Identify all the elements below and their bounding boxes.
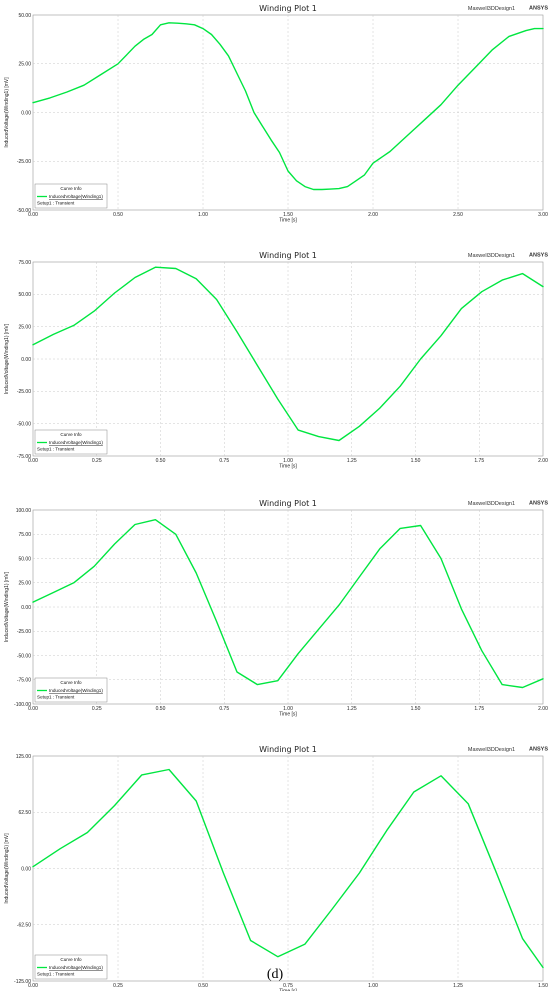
y-tick-label: 25.00 — [18, 324, 31, 330]
x-tick-label: 1.50 — [538, 983, 548, 989]
y-tick-label: -75.00 — [17, 454, 31, 460]
project-name: Maxwell3DDesign1 — [468, 253, 515, 259]
y-tick-label: -62.50 — [17, 923, 31, 929]
x-axis-label: Time [s] — [279, 218, 297, 224]
x-tick-label: 1.50 — [411, 458, 421, 464]
x-axis-label: Time [s] — [279, 464, 297, 470]
legend-title: Curve Info — [60, 680, 82, 685]
legend-entry-series: InducedVoltage(Winding1) — [49, 440, 103, 445]
x-tick-label: 1.50 — [283, 212, 293, 218]
y-tick-label: 75.00 — [18, 260, 31, 266]
x-tick-label: 1.00 — [368, 983, 378, 989]
x-tick-label: 1.25 — [347, 458, 357, 464]
y-tick-label: -125.00 — [14, 979, 31, 985]
y-tick-label: 25.00 — [18, 581, 31, 587]
x-tick-label: 0.75 — [219, 706, 229, 712]
y-axis-label: InducedVoltage(Winding1) [mV] — [4, 833, 10, 904]
y-tick-label: -50.00 — [17, 421, 31, 427]
x-tick-label: 0.25 — [113, 983, 123, 989]
x-tick-label: 1.25 — [347, 706, 357, 712]
y-tick-label: 75.00 — [18, 532, 31, 538]
y-tick-label: -50.00 — [17, 653, 31, 659]
series-line-1 — [32, 22, 544, 191]
y-tick-label: 62.50 — [18, 810, 31, 816]
y-tick-label: 0.00 — [21, 605, 31, 611]
chart-title: Winding Plot 1 — [259, 745, 317, 754]
x-axis-label: Time [s] — [279, 989, 297, 991]
panel-caption: (d) — [267, 967, 284, 982]
x-tick-label: 1.50 — [411, 706, 421, 712]
x-tick-label: 0.00 — [28, 983, 38, 989]
x-tick-label: 1.00 — [198, 212, 208, 218]
y-tick-label: 0.00 — [21, 110, 31, 116]
y-tick-label: 100.00 — [16, 508, 32, 514]
y-axis-label: InducedVoltage(Winding1) [mV] — [4, 571, 10, 642]
y-tick-label: 0.00 — [21, 866, 31, 872]
x-tick-label: 3.00 — [538, 212, 548, 218]
x-tick-label: 0.75 — [219, 458, 229, 464]
brand-logo-text: ANSYS — [529, 501, 548, 507]
y-tick-label: -75.00 — [17, 678, 31, 684]
y-tick-label: 0.00 — [21, 357, 31, 363]
x-tick-label: 2.00 — [538, 458, 548, 464]
x-axis-label: Time [s] — [279, 712, 297, 718]
chart-title: Winding Plot 1 — [259, 4, 317, 13]
series-line-1 — [32, 768, 544, 969]
legend-title: Curve Info — [60, 186, 82, 191]
y-tick-label: 50.00 — [18, 13, 31, 19]
series-line-1 — [32, 519, 544, 689]
legend-title: Curve Info — [60, 957, 82, 962]
x-tick-label: 0.50 — [156, 706, 166, 712]
x-tick-label: 1.25 — [453, 983, 463, 989]
y-tick-label: -25.00 — [17, 159, 31, 165]
project-name: Maxwell3DDesign1 — [468, 501, 515, 507]
x-tick-label: 1.00 — [283, 458, 293, 464]
x-tick-label: 0.50 — [113, 212, 123, 218]
x-tick-label: 2.00 — [368, 212, 378, 218]
y-tick-label: -100.00 — [14, 702, 31, 708]
y-tick-label: -25.00 — [17, 389, 31, 395]
x-tick-label: 0.00 — [28, 706, 38, 712]
y-tick-label: -50.00 — [17, 208, 31, 214]
chart-panel-2: Winding Plot 1 Maxwell3DDesign1 ANSYS 0.00 0… — [4, 251, 548, 470]
x-tick-label: 0.75 — [283, 983, 293, 989]
x-tick-label: 0.00 — [28, 212, 38, 218]
y-tick-label: -25.00 — [17, 629, 31, 635]
brand-logo-text: ANSYS — [529, 253, 548, 259]
legend-entry-setup: Setup1 : Transient — [37, 972, 75, 977]
brand-logo-text: ANSYS — [529, 747, 548, 753]
legend-entry-setup: Setup1 : Transient — [37, 695, 75, 700]
x-tick-label: 2.50 — [453, 212, 463, 218]
x-tick-label: 1.75 — [474, 458, 484, 464]
x-tick-label: 2.00 — [538, 706, 548, 712]
chart-title: Winding Plot 1 — [259, 499, 317, 508]
x-tick-label: 0.25 — [92, 706, 102, 712]
legend-entry-setup: Setup1 : Transient — [37, 447, 75, 452]
chart-panel-3: Winding Plot 1 Maxwell3DDesign1 ANSYS 0.00 0… — [4, 499, 548, 718]
legend-entry-setup: Setup1 : Transient — [37, 201, 75, 206]
chart-panel-1: Winding Plot 1 Maxwell3DDesign1 ANSYS 0.00 0… — [4, 4, 548, 224]
x-tick-label: 0.50 — [198, 983, 208, 989]
y-tick-label: 125.00 — [16, 754, 32, 760]
project-name: Maxwell3DDesign1 — [468, 6, 515, 12]
x-tick-label: 1.75 — [474, 706, 484, 712]
y-axis-label: InducedVoltage(Winding1) [mV] — [4, 77, 10, 148]
y-axis-label: InducedVoltage(Winding1) [mV] — [4, 323, 10, 394]
legend-entry-series: InducedVoltage(Winding1) — [49, 194, 103, 199]
y-tick-label: 50.00 — [18, 292, 31, 298]
series-line-1 — [32, 266, 544, 442]
chart-title: Winding Plot 1 — [259, 251, 317, 260]
legend-title: Curve Info — [60, 432, 82, 437]
x-tick-label: 0.00 — [28, 458, 38, 464]
x-tick-label: 0.25 — [92, 458, 102, 464]
x-tick-label: 0.50 — [156, 458, 166, 464]
legend-entry-series: InducedVoltage(Winding1) — [49, 688, 103, 693]
y-tick-label: 50.00 — [18, 556, 31, 562]
x-tick-label: 1.00 — [283, 706, 293, 712]
chart-panel-4: Winding Plot 1 Maxwell3DDesign1 ANSYS 0.00 0… — [4, 745, 548, 991]
y-tick-label: 25.00 — [18, 62, 31, 68]
legend-entry-series: InducedVoltage(Winding1) — [49, 965, 103, 970]
brand-logo-text: ANSYS — [529, 6, 548, 12]
project-name: Maxwell3DDesign1 — [468, 747, 515, 753]
